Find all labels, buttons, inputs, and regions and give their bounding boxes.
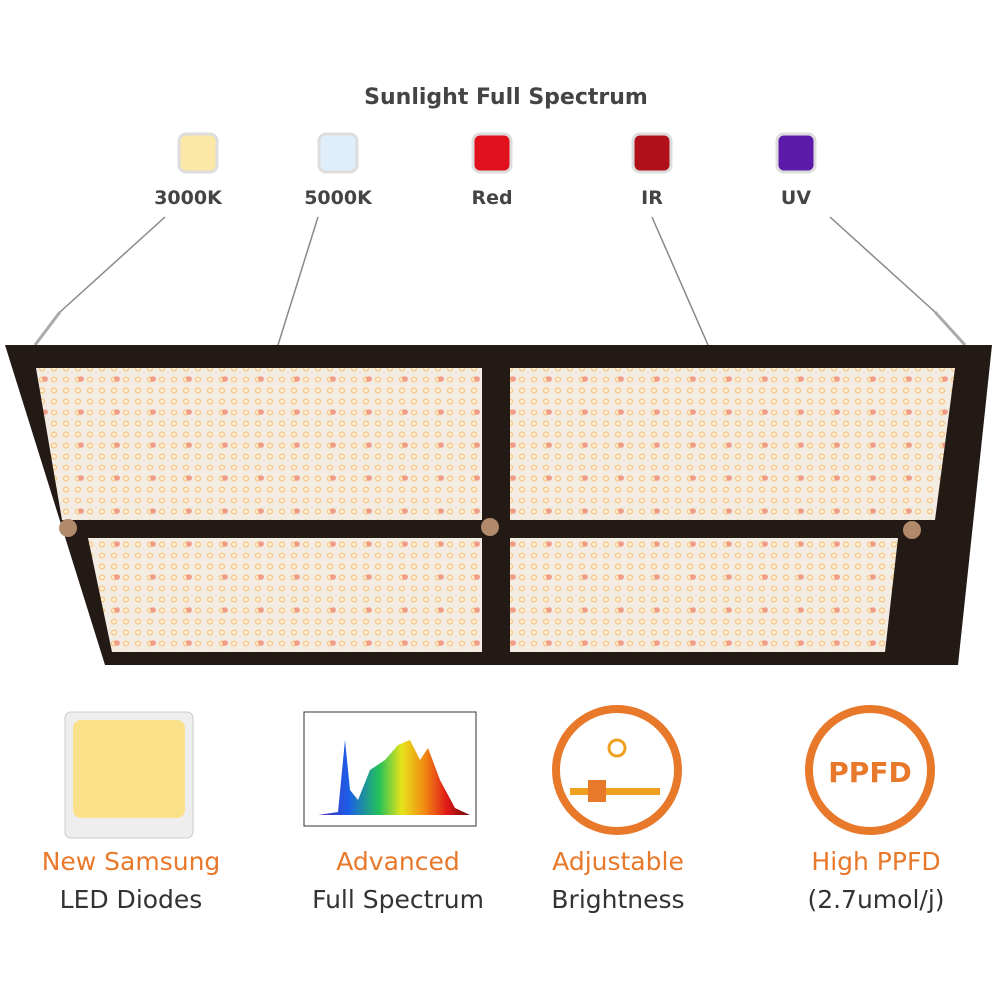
led-panel	[5, 345, 992, 665]
mount	[481, 518, 499, 536]
diode-label: 5000K	[304, 187, 373, 209]
hook	[933, 310, 967, 347]
feature-subtitle: Full Spectrum	[312, 885, 484, 914]
ppfd-icon: PPFD	[805, 705, 935, 835]
wire	[59, 216, 166, 313]
diode-label: 3000K	[154, 187, 223, 209]
slider	[570, 788, 660, 795]
slider-knob	[588, 780, 606, 802]
icon-text: PPFD	[828, 756, 911, 789]
diode-legend: 3000K 5000K Red IR UV	[154, 132, 817, 209]
sun	[607, 738, 627, 758]
feature-subtitle: (2.7umol/j)	[807, 885, 944, 914]
diode-label: Red	[471, 187, 512, 209]
diode-swatch	[631, 132, 673, 174]
red-leds	[510, 368, 955, 520]
icon-ring	[552, 705, 682, 835]
diode-swatch	[775, 132, 817, 174]
red-leds	[36, 368, 482, 520]
diode-label: IR	[641, 187, 663, 209]
mount	[903, 521, 921, 539]
feature-title: High PPFD	[811, 847, 940, 876]
chip-phosphor	[73, 720, 185, 818]
mount	[59, 519, 77, 537]
feature-subtitle: LED Diodes	[60, 885, 203, 914]
wire	[277, 216, 319, 346]
spectrum-icon	[303, 711, 477, 827]
diode-label: UV	[781, 187, 811, 209]
diode-swatch	[471, 132, 513, 174]
diode-swatch	[317, 132, 359, 174]
feature-title: Adjustable	[552, 847, 684, 876]
feature-title: Advanced	[336, 847, 460, 876]
features: New Samsung LED Diodes Advanced Full Spectr…	[42, 847, 945, 914]
feature-subtitle: Brightness	[551, 885, 684, 914]
wire	[651, 216, 709, 346]
red-leds	[88, 538, 482, 652]
brightness-icon	[552, 705, 682, 835]
title: Sunlight Full Spectrum	[364, 85, 648, 110]
led-chip-icon	[64, 711, 194, 839]
red-leds	[510, 538, 898, 652]
diode-swatch	[177, 132, 219, 174]
icon-ring	[805, 705, 935, 835]
wires	[33, 216, 967, 347]
wire	[829, 216, 936, 313]
feature-title: New Samsung	[42, 847, 221, 876]
spectrum-curve	[318, 740, 470, 815]
hook	[33, 311, 62, 346]
